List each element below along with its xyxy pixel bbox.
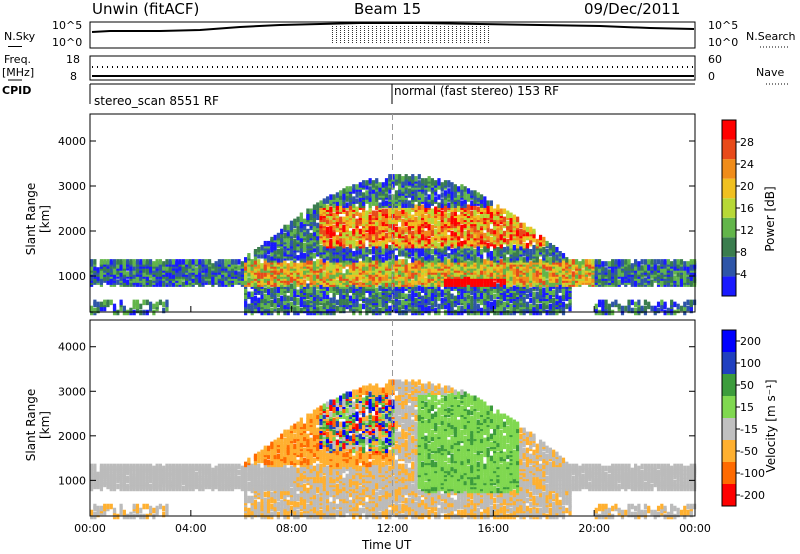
velocity-colorbar-swatch <box>722 484 736 506</box>
velocity-colorbar-tick: -200 <box>740 489 765 502</box>
power-colorbar-tick: 28 <box>740 136 754 149</box>
cpid-segment-1: stereo_scan 8551 RF <box>94 94 219 108</box>
noise-right-top: 10^5 <box>708 19 739 32</box>
power-colorbar-swatch <box>722 120 736 140</box>
velocity-colorbar-tick: 200 <box>740 335 761 348</box>
velocity-colorbar-tick: -15 <box>740 423 758 436</box>
nsky-line <box>91 22 695 33</box>
velocity-colorbar-swatch <box>722 396 736 418</box>
power-colorbar-tick: 8 <box>740 246 747 259</box>
beam-title: Beam 15 <box>354 0 422 18</box>
xtick-label: 12:00 <box>377 522 409 535</box>
power-colorbar-swatch <box>722 276 736 296</box>
nsearch-dots <box>330 26 490 44</box>
ytick-label: 1000 <box>58 270 86 283</box>
xtick-label: 08:00 <box>276 522 308 535</box>
ytick-label: 1000 <box>58 474 86 487</box>
freq-left-bottom: 8 <box>70 70 77 83</box>
power-colorbar-swatch <box>722 256 736 277</box>
power-colorbar-swatch <box>722 159 736 179</box>
power-colorbar-swatch <box>722 139 736 160</box>
xtick-label: 00:00 <box>74 522 106 535</box>
noise-right-bottom: 10^0 <box>708 36 739 49</box>
ytick-label: 3000 <box>58 385 86 398</box>
xtick-label: 16:00 <box>477 522 509 535</box>
freq-unit-label: [MHz] <box>2 66 35 79</box>
velocity-colorbar: 200 100 50 15 -15 -50 -100 -200 <box>721 329 765 507</box>
velocity-colorbar-swatch <box>722 330 736 352</box>
xtick-label: 04:00 <box>175 522 207 535</box>
ytick-label: 4000 <box>58 135 86 148</box>
velocity-colorbar-swatch <box>722 462 736 484</box>
power-colorbar-swatch <box>722 217 736 238</box>
velocity-colorbar-tick: -50 <box>740 445 758 458</box>
power-colorbar-tick: 12 <box>740 224 754 237</box>
power-colorbar-swatch <box>722 178 736 199</box>
ytick-label: 3000 <box>58 180 86 193</box>
nave-label: Nave <box>756 66 785 79</box>
power-colorbar-swatch <box>722 198 736 218</box>
freq-label: Freq. <box>4 53 32 66</box>
power-ylabel: Slant Range [km] <box>24 182 52 256</box>
velocity-colorbar-tick: 15 <box>740 401 754 414</box>
velocity-colorbar-tick: 50 <box>740 379 754 392</box>
xaxis-label: Time UT <box>362 538 412 552</box>
nsky-label: N.Sky <box>4 30 36 43</box>
freq-right-bottom: 0 <box>708 70 715 83</box>
freq-right-top: 60 <box>708 53 722 66</box>
velocity-colorbar-swatch <box>722 418 736 440</box>
noise-left-top: 10^5 <box>52 19 83 32</box>
power-colorbar-label: Power [dB] <box>763 186 777 252</box>
power-colorbar-tick: 24 <box>740 158 754 171</box>
cpid-label: CPID <box>2 84 32 97</box>
velocity-colorbar-tick: -100 <box>740 467 765 480</box>
site-title: Unwin (fitACF) <box>92 0 200 18</box>
ytick-label: 2000 <box>58 225 86 238</box>
nsky-legend-line <box>8 46 22 47</box>
ytick-label: 2000 <box>58 430 86 443</box>
power-heatmap <box>90 174 697 316</box>
velocity-colorbar-label: Velocity [m s⁻¹] <box>764 379 778 473</box>
ytick-label: 4000 <box>58 341 86 354</box>
xtick-label: 00:00 <box>679 522 711 535</box>
power-colorbar: 4 8 12 16 20 24 28 <box>721 119 754 297</box>
xtick-label: 20:00 <box>578 522 610 535</box>
power-colorbar-tick: 4 <box>740 268 747 281</box>
power-colorbar-tick: 20 <box>740 180 754 193</box>
power-colorbar-swatch <box>722 237 736 257</box>
noise-left-bottom: 10^0 <box>52 36 83 49</box>
velocity-colorbar-swatch <box>722 352 736 374</box>
velocity-heatmap <box>90 379 697 520</box>
cpid-segment-2: normal (fast stereo) 153 RF <box>394 84 560 98</box>
velocity-ylabel: Slant Range [km] <box>24 388 52 462</box>
velocity-colorbar-tick: 100 <box>740 357 761 370</box>
power-colorbar-tick: 16 <box>740 202 754 215</box>
date-title: 09/Dec/2011 <box>584 0 681 18</box>
velocity-colorbar-swatch <box>722 440 736 462</box>
nsearch-label: N.Search <box>746 30 796 43</box>
velocity-colorbar-swatch <box>722 374 736 396</box>
freq-left-top: 18 <box>66 53 80 66</box>
